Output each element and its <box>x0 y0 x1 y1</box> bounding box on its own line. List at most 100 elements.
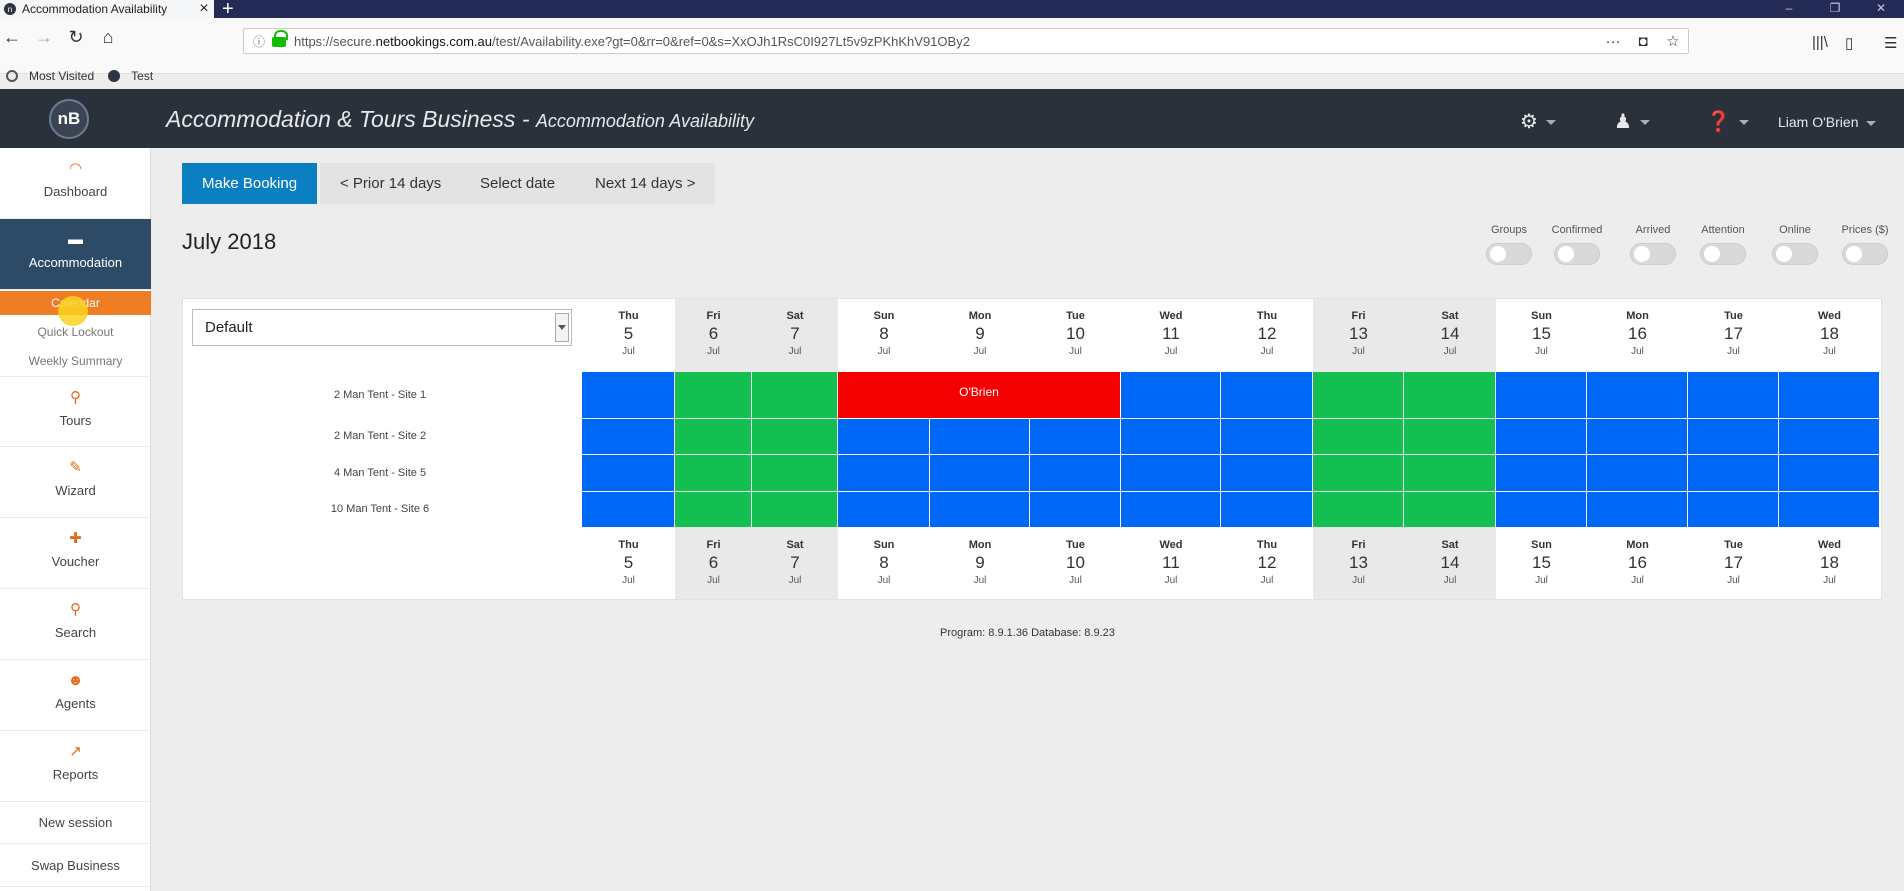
prior-14-days-button[interactable]: < Prior 14 days <box>320 163 462 204</box>
top-day-header[interactable]: Thu 5 Jul <box>582 310 675 357</box>
availability-cell[interactable] <box>1779 419 1879 454</box>
home-icon[interactable]: ⌂ <box>102 27 114 47</box>
menu-icon[interactable]: ☰ <box>1884 35 1898 52</box>
availability-cell[interactable] <box>1587 455 1687 491</box>
top-day-header[interactable]: Sun 8 Jul <box>838 310 930 357</box>
toggle-online[interactable]: Online <box>1764 224 1826 265</box>
availability-cell[interactable] <box>1404 419 1495 454</box>
sidebar-subitem-weekly-summary[interactable]: Weekly Summary <box>28 354 123 368</box>
netbookings-logo[interactable]: nB <box>49 99 89 139</box>
restore-icon[interactable]: ❐ <box>1829 1 1841 15</box>
view-select[interactable]: Default <box>192 309 572 346</box>
availability-cell[interactable] <box>675 372 751 418</box>
bottom-day-header[interactable]: Wed 18 Jul <box>1779 539 1880 586</box>
sidebar-item-reports[interactable]: ↗ Reports <box>0 731 151 802</box>
sidebar-item-wizard[interactable]: ✎ Wizard <box>0 447 151 518</box>
availability-cell[interactable] <box>1221 419 1312 454</box>
availability-cell[interactable] <box>1313 455 1403 491</box>
toggle-switch[interactable] <box>1700 243 1746 265</box>
sidebar-item-dashboard[interactable]: ◠ Dashboard <box>0 148 151 219</box>
availability-cell[interactable] <box>1587 492 1687 527</box>
sidebar-swap-business[interactable]: Swap Business <box>0 845 151 887</box>
availability-cell[interactable] <box>930 455 1029 491</box>
room-label[interactable]: 10 Man Tent - Site 6 <box>330 503 430 515</box>
chevron-down-icon[interactable] <box>555 313 569 342</box>
bookmark-most-visited[interactable]: Most Visited <box>6 69 94 83</box>
toggle-confirmed[interactable]: Confirmed <box>1546 224 1608 265</box>
availability-cell[interactable] <box>675 419 751 454</box>
availability-cell[interactable] <box>675 455 751 491</box>
availability-cell[interactable] <box>1221 492 1312 527</box>
availability-cell[interactable] <box>1779 455 1879 491</box>
bottom-day-header[interactable]: Fri 13 Jul <box>1313 539 1404 586</box>
back-icon[interactable]: ← <box>3 27 21 47</box>
bottom-day-header[interactable]: Fri 6 Jul <box>675 539 752 586</box>
top-day-header[interactable]: Fri 13 Jul <box>1313 310 1404 357</box>
availability-cell[interactable] <box>1779 492 1879 527</box>
availability-cell[interactable] <box>1030 419 1120 454</box>
top-day-header[interactable]: Tue 17 Jul <box>1688 310 1779 357</box>
availability-cell[interactable] <box>930 492 1029 527</box>
availability-cell[interactable] <box>1404 492 1495 527</box>
booking-block[interactable]: O'Brien <box>838 372 1120 418</box>
toggle-arrived[interactable]: Arrived <box>1622 224 1684 265</box>
top-day-header[interactable]: Sun 15 Jul <box>1496 310 1587 357</box>
toggle-switch[interactable] <box>1630 243 1676 265</box>
top-day-header[interactable]: Wed 11 Jul <box>1121 310 1221 357</box>
site-info-icon[interactable]: ⓘ <box>252 34 265 49</box>
availability-cell[interactable] <box>838 455 929 491</box>
new-tab-icon[interactable]: + <box>222 0 234 20</box>
top-day-header[interactable]: Wed 18 Jul <box>1779 310 1880 357</box>
top-day-header[interactable]: Fri 6 Jul <box>675 310 752 357</box>
availability-cell[interactable] <box>1688 492 1778 527</box>
toggle-attention[interactable]: Attention <box>1692 224 1754 265</box>
availability-cell[interactable] <box>1221 455 1312 491</box>
availability-cell[interactable] <box>838 419 929 454</box>
top-day-header[interactable]: Sat 7 Jul <box>752 310 838 357</box>
availability-cell[interactable] <box>1030 492 1120 527</box>
select-date-button[interactable]: Select date <box>460 163 576 204</box>
availability-cell[interactable] <box>1688 372 1778 418</box>
availability-cell[interactable] <box>752 492 837 527</box>
toggle-switch[interactable] <box>1772 243 1818 265</box>
availability-cell[interactable] <box>1688 455 1778 491</box>
url-bar[interactable]: ⓘ https://secure.netbookings.com.au/test… <box>243 28 1689 54</box>
bottom-day-header[interactable]: Mon 9 Jul <box>930 539 1030 586</box>
availability-cell[interactable] <box>675 492 751 527</box>
bottom-day-header[interactable]: Tue 10 Jul <box>1030 539 1121 586</box>
agent-user-icon[interactable]: ♟ <box>1614 109 1650 134</box>
availability-cell[interactable] <box>752 372 837 418</box>
make-booking-button[interactable]: Make Booking <box>182 163 318 204</box>
page-actions-icon[interactable]: ··· <box>1605 32 1621 50</box>
minimize-icon[interactable]: – <box>1785 1 1793 15</box>
availability-cell[interactable] <box>1313 492 1403 527</box>
availability-cell[interactable] <box>1496 419 1586 454</box>
top-day-header[interactable]: Tue 10 Jul <box>1030 310 1121 357</box>
browser-tab[interactable]: n Accommodation Availability × <box>0 0 214 18</box>
sidebar-item-voucher[interactable]: ✚ Voucher <box>0 518 151 589</box>
top-day-header[interactable]: Mon 9 Jul <box>930 310 1030 357</box>
availability-cell[interactable] <box>582 455 674 491</box>
bookmark-star-icon[interactable]: ☆ <box>1666 33 1680 50</box>
top-day-header[interactable]: Mon 16 Jul <box>1587 310 1688 357</box>
user-menu[interactable]: Liam O'Brien <box>1778 114 1877 130</box>
bottom-day-header[interactable]: Sat 7 Jul <box>752 539 838 586</box>
close-tab-icon[interactable]: × <box>199 0 209 17</box>
bottom-day-header[interactable]: Tue 17 Jul <box>1688 539 1779 586</box>
bottom-day-header[interactable]: Wed 11 Jul <box>1121 539 1221 586</box>
room-label[interactable]: 2 Man Tent - Site 1 <box>333 388 427 401</box>
room-label[interactable]: 4 Man Tent - Site 5 <box>333 466 427 479</box>
availability-cell[interactable] <box>1221 372 1312 418</box>
sidebar-item-agents[interactable]: ☻ Agents <box>0 660 151 731</box>
bottom-day-header[interactable]: Thu 12 Jul <box>1221 539 1313 586</box>
availability-cell[interactable] <box>1121 455 1220 491</box>
help-icon[interactable]: ❓ <box>1706 109 1749 134</box>
sidebar-subitem-quick-lockout[interactable]: Quick Lockout <box>37 325 114 339</box>
settings-gear-icon[interactable]: ⚙ <box>1520 109 1556 134</box>
bottom-day-header[interactable]: Sun 15 Jul <box>1496 539 1587 586</box>
toggle-groups[interactable]: Groups <box>1478 224 1540 265</box>
sidebar-item-search[interactable]: ⚲ Search <box>0 589 151 660</box>
availability-cell[interactable] <box>582 492 674 527</box>
availability-cell[interactable] <box>930 419 1029 454</box>
toggle-prices[interactable]: Prices ($) <box>1834 224 1896 265</box>
